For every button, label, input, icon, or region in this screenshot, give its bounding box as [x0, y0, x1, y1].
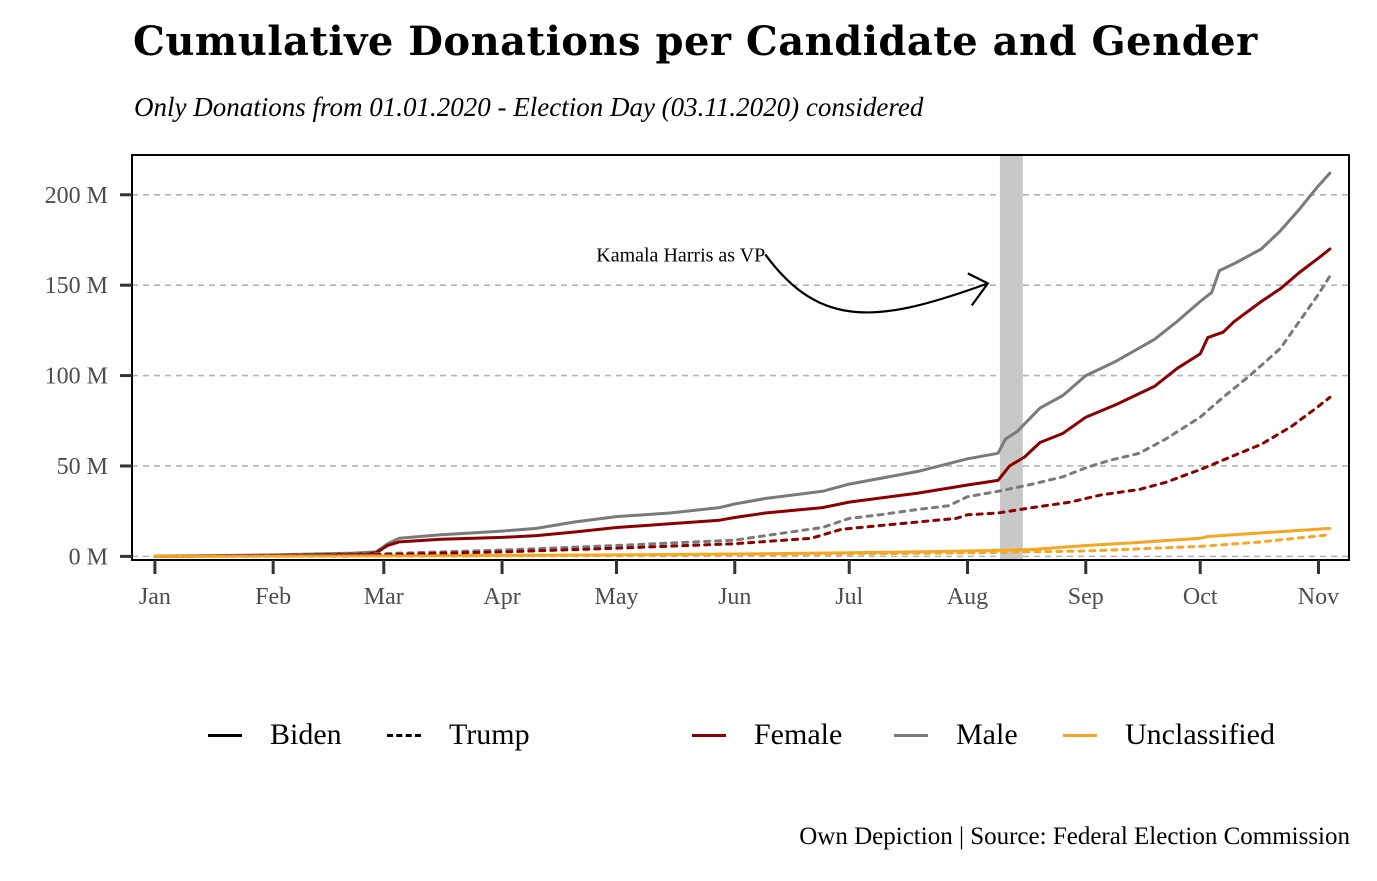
legend-key-unclassified	[1063, 723, 1097, 747]
series-biden-female	[153, 247, 1332, 558]
chart-caption: Own Depiction | Source: Federal Election…	[799, 823, 1350, 850]
x-tick-label-1: Feb	[255, 584, 291, 610]
x-tick-label-3: Apr	[483, 584, 520, 610]
legend-label-unclassified: Unclassified	[1125, 718, 1275, 751]
legend-key-dashed	[387, 723, 421, 747]
series-biden-male	[153, 171, 1332, 558]
y-tick-label-2: 100 M	[45, 364, 108, 390]
legend-item-unclassified: Unclassified	[1063, 712, 1275, 758]
legend-key-solid	[208, 723, 242, 747]
x-tick-label-9: Oct	[1183, 584, 1218, 610]
x-tick-label-4: May	[595, 584, 639, 610]
y-tick-label-3: 150 M	[45, 273, 108, 299]
legend-label-trump: Trump	[449, 718, 530, 751]
series-trump-male	[153, 274, 1332, 558]
y-tick-label-0: 0 M	[69, 544, 108, 570]
legend-key-female	[692, 723, 726, 747]
x-tick-label-8: Sep	[1068, 584, 1104, 610]
x-tick-label-10: Nov	[1298, 584, 1339, 610]
series-trump-female	[153, 395, 1332, 558]
y-tick-label-4: 200 M	[45, 183, 108, 209]
legend-label-male: Male	[956, 718, 1018, 751]
chart-canvas: 0 M 50 M 100 M 150 M 200 M Jan Feb Mar Apr May Ju…	[45, 154, 1350, 610]
legend-label-female: Female	[754, 718, 843, 751]
legend-label-biden: Biden	[270, 718, 342, 751]
legend-item-biden: Biden	[208, 712, 342, 758]
annotation-arrow	[764, 253, 989, 314]
chart-title: Cumulative Donations per Candidate and G…	[133, 18, 1258, 65]
annotation: Kamala Harris as VP	[596, 244, 990, 314]
legend-item-trump: Trump	[387, 712, 530, 758]
legend-item-male: Male	[894, 712, 1018, 758]
y-tick-label-1: 50 M	[57, 454, 108, 480]
y-axis: 0 M 50 M 100 M 150 M 200 M	[45, 183, 132, 570]
x-tick-label-7: Aug	[947, 584, 988, 610]
series-lines	[153, 171, 1332, 558]
x-tick-label-6: Jul	[835, 584, 863, 610]
legend-key-male	[894, 723, 928, 747]
x-tick-label-0: Jan	[139, 584, 171, 610]
legend-item-female: Female	[692, 712, 842, 758]
legend: Biden Trump Female Male Unclassified	[0, 712, 1377, 758]
x-axis: Jan Feb Mar Apr May Jun Jul Aug Sep Oct Nov	[139, 560, 1339, 610]
series-trump-unclassified	[153, 533, 1332, 558]
harris-vp-highlight	[999, 155, 1023, 560]
x-tick-label-5: Jun	[718, 584, 751, 610]
x-tick-label-2: Mar	[364, 584, 404, 610]
annotation-arrowhead	[967, 272, 990, 307]
plot-panel-border	[131, 154, 1350, 561]
annotation-label: Kamala Harris as VP	[596, 244, 765, 266]
chart-subtitle: Only Donations from 01.01.2020 - Electio…	[134, 92, 924, 122]
